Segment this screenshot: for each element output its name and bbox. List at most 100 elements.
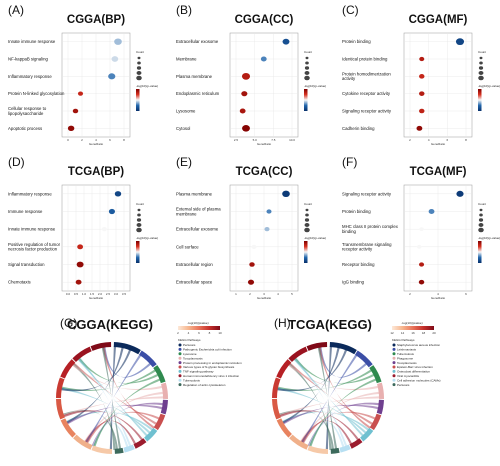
x-axis-label: GeneRatio (257, 296, 272, 300)
chart-title: TCGA(MF) (410, 166, 467, 178)
pathway-legend-label: Osteoclast differentiation (397, 370, 430, 374)
data-point (239, 108, 246, 114)
pathway-legend-dot (392, 378, 396, 382)
color-legend-tick: 18 (422, 331, 426, 335)
panel-label: (H) (274, 316, 291, 330)
plot-frame (403, 32, 473, 138)
size-legend-title: Count (478, 202, 486, 206)
x-tick-label: 1.5 (90, 292, 95, 296)
pathway-legend-label: Toxoplasmosis (183, 356, 203, 360)
x-axis-label: GeneRatio (431, 296, 446, 300)
x-tick-label: 4 (277, 292, 279, 296)
category-label: Protein homodimerization (342, 71, 391, 76)
chord-ribbon (71, 363, 163, 391)
chord-ribbon (101, 346, 122, 450)
dotplot-tcga-mf: (F) TCGA(MF) 2 4 6 GeneRatio Signaling recepto… (342, 155, 500, 300)
data-point (282, 38, 290, 45)
size-legend-title: Count (136, 202, 144, 206)
color-legend-tick: 16 (411, 331, 415, 335)
chart-title: CGGA(KEGG) (67, 317, 153, 332)
category-label: Extracellular region (176, 262, 213, 267)
chord-arc (144, 427, 158, 442)
dotplot-cgga-bp: (A) CGGA(BP) 0 2 4 6 8 GeneRatio Innate immune r… (8, 3, 158, 146)
chord-ribbon (60, 387, 152, 435)
x-axis-label: GeneRatio (89, 142, 104, 146)
size-legend-dot (136, 223, 142, 227)
chord-arc (139, 350, 157, 368)
data-point (260, 56, 267, 62)
pathway-legend-title: KEGG Pathways (178, 338, 201, 342)
chord-arc (369, 365, 382, 384)
color-legend-bar (178, 326, 220, 330)
x-tick-label: 2 (249, 292, 251, 296)
data-point (77, 244, 84, 250)
color-legend-tick: 6 (198, 331, 200, 335)
size-legend-dot (136, 218, 142, 222)
chord-ribbon (325, 346, 333, 450)
color-legend-title: -log(10)(pvalue) (187, 321, 208, 325)
data-point (75, 279, 82, 285)
data-point (114, 38, 122, 45)
size-legend-dot (478, 71, 484, 75)
chord-ribbon (278, 410, 360, 441)
chord-cgga-kegg: (G)CGGA(KEGG) -log(10)(pvalue) 2 4 6 8 10 KEGG … (56, 316, 242, 454)
chord-arc (339, 444, 351, 453)
color-legend-tick: 2 (177, 331, 179, 335)
dotplot-tcga-cc: (E) TCGA(CC) 1 2 3 4 5 GeneRatio Plasma membrane… (176, 155, 326, 300)
chord-arc (133, 438, 147, 449)
pathway-legend-dot (178, 361, 182, 365)
chord-ribbon (282, 404, 380, 425)
pathway-legend-dot (392, 369, 396, 373)
size-legend-dot (136, 75, 142, 81)
data-point (282, 190, 290, 198)
x-tick-label: 2 (409, 138, 411, 142)
category-label: Inflammatory response (8, 191, 52, 196)
pathway-legend-dot (178, 343, 182, 347)
color-legend-title: -log(10)(pvalue) (401, 321, 422, 325)
size-legend-dot (304, 71, 310, 75)
pathway-legend-dot (392, 347, 396, 351)
chord-arc (272, 398, 281, 420)
x-tick-label: 1 (235, 292, 237, 296)
data-point (249, 262, 255, 267)
data-point (251, 244, 257, 249)
x-tick-label: 6 (109, 138, 111, 142)
x-tick-label: 2.0 (98, 292, 103, 296)
chart-title: TCGA(CC) (236, 166, 293, 178)
chord-ribbon (77, 357, 149, 437)
dot-plots-layer: (A) CGGA(BP) 0 2 4 6 8 GeneRatio Innate immune r… (8, 3, 500, 300)
chart-title: TCGA(BP) (68, 166, 124, 178)
x-tick-label: 2.5 (234, 138, 239, 142)
chord-arc (272, 377, 281, 398)
size-legend-dot (478, 66, 484, 70)
x-tick-label: 8 (123, 138, 125, 142)
color-legend-tick: 10 (218, 331, 222, 335)
dotplot-cgga-mf: (C) CGGA(MF) 2 4 6 8 GeneRatio Protein binding I… (342, 3, 500, 146)
x-tick-label: 4 (95, 138, 97, 142)
category-label: Positive regulation of tumor (8, 242, 61, 247)
panel-label: (A) (8, 3, 24, 17)
size-legend-dot (137, 208, 141, 212)
color-legend-bar (136, 241, 140, 263)
data-point (111, 56, 119, 62)
data-point (114, 191, 122, 197)
x-tick-label: 2.5 (106, 292, 111, 296)
chord-ribbon (301, 411, 377, 444)
data-point (76, 261, 84, 268)
chord-ribbon (62, 396, 164, 417)
chord-arc (369, 413, 382, 431)
category-label: Immune response (8, 209, 43, 214)
size-legend-dot (304, 223, 310, 227)
panel-label: (G) (60, 316, 77, 330)
pathway-legend-label: Tuberculosis (183, 378, 200, 382)
color-legend-tick: 4 (188, 331, 190, 335)
chord-ribbon (84, 420, 137, 445)
data-point (455, 38, 465, 46)
data-point (101, 227, 107, 232)
chord-arc (73, 434, 93, 450)
chord-ribbon (276, 387, 368, 435)
category-label: Receptor binding (342, 262, 375, 267)
chart-title: CGGA(BP) (67, 14, 125, 26)
size-legend-dot (137, 213, 141, 217)
pathway-legend-label: Regulation of actin cytoskeleton (183, 383, 226, 387)
